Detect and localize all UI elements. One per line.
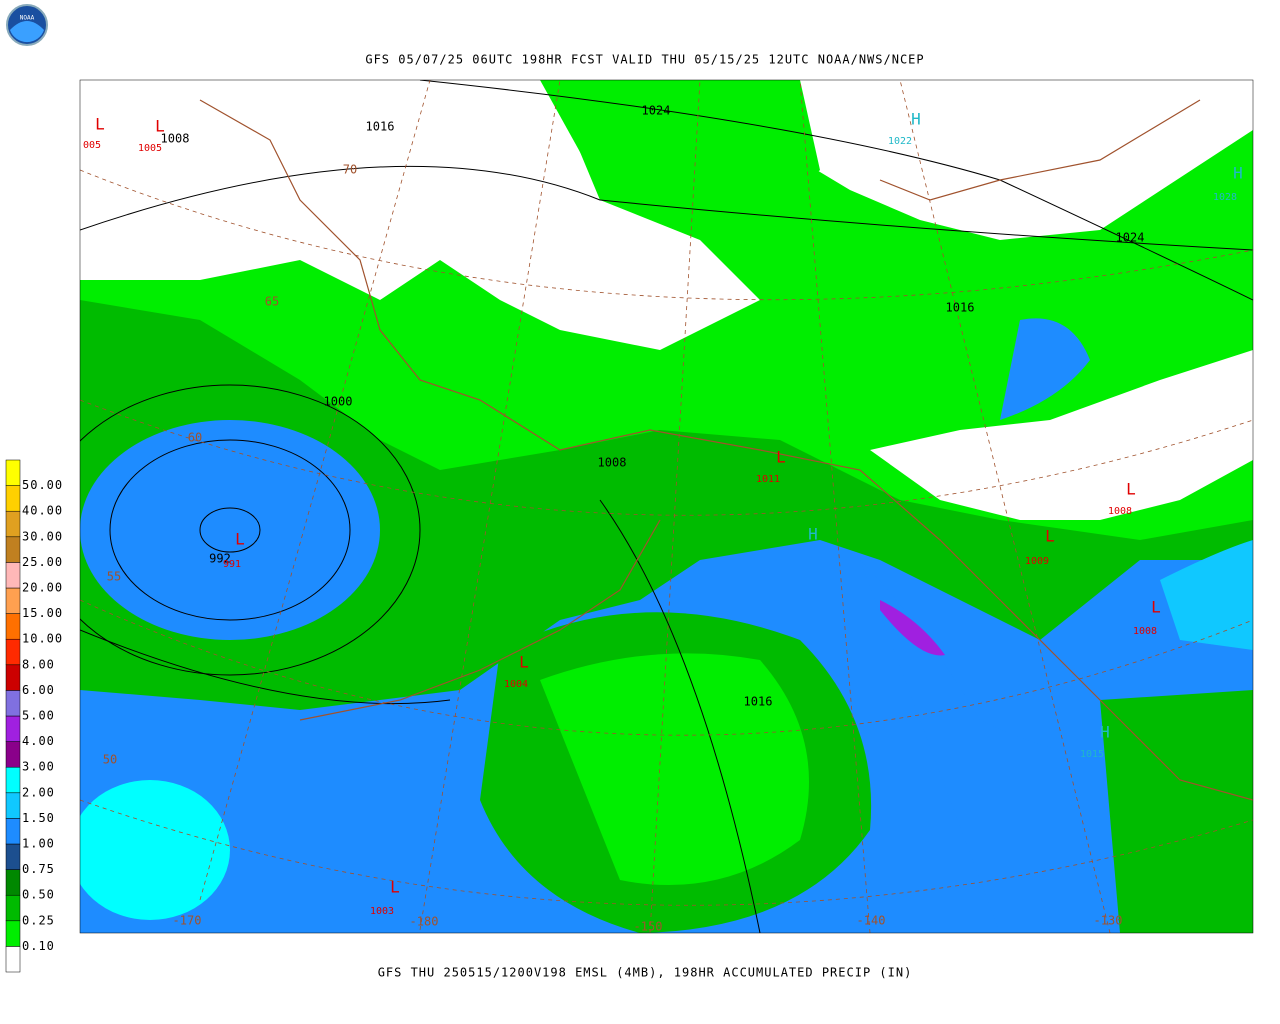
legend-swatch — [5, 766, 21, 794]
map-label: L — [155, 117, 165, 136]
map-label: 1008 — [1108, 506, 1132, 517]
map-label: L — [776, 448, 786, 467]
legend-label: 20.00 — [22, 581, 63, 595]
map-label: 991 — [223, 559, 241, 570]
map-label: 1016 — [366, 120, 395, 134]
legend-label: 15.00 — [22, 606, 63, 620]
legend-label: 0.75 — [22, 862, 55, 876]
legend-swatch — [5, 894, 21, 922]
map-label: H — [1233, 164, 1243, 183]
legend-swatch — [5, 818, 21, 845]
map-label: 50 — [103, 753, 117, 767]
footer: GFS THU 250515/1200V198 EMSL (4MB), 198H… — [378, 966, 913, 980]
map-label: -150 — [634, 920, 663, 934]
legend-label: 1.50 — [22, 811, 55, 825]
legend-swatch — [5, 843, 21, 870]
map-label: 1008 — [1133, 626, 1157, 637]
map-label: 992 — [209, 552, 231, 566]
map-label: L — [1045, 527, 1055, 546]
legend-swatch — [5, 613, 21, 640]
legend-swatch — [5, 510, 21, 538]
legend-label: 10.00 — [22, 632, 63, 646]
map-label: 1024 — [1116, 231, 1145, 245]
legend-label: 0.10 — [22, 939, 55, 953]
map-label: 1011 — [756, 474, 780, 485]
map-label: 1003 — [370, 906, 394, 917]
map-label: 1008 — [598, 456, 627, 470]
legend-swatch — [5, 485, 21, 512]
map-label: L — [1126, 480, 1136, 499]
map-label: -180 — [410, 915, 439, 929]
legend-label: 30.00 — [22, 529, 63, 543]
map-label: L — [390, 878, 400, 897]
legend-swatch — [5, 869, 21, 896]
map-label: 1028 — [1213, 192, 1237, 203]
legend-label: 0.50 — [22, 888, 55, 902]
logo-text: NOAA — [20, 15, 35, 22]
map-label: 1004 — [504, 679, 528, 690]
map-label: 1016 — [744, 695, 773, 709]
map-label: 1000 — [324, 395, 353, 409]
map-label: 65 — [265, 295, 279, 309]
map-label: 1024 — [642, 104, 671, 118]
legend-swatch — [5, 638, 21, 666]
legend-label: 1.00 — [22, 837, 55, 851]
legend-label: 6.00 — [22, 683, 55, 697]
map-label: 1005 — [138, 143, 162, 154]
map-label: 60 — [188, 431, 202, 445]
legend-swatch — [5, 920, 21, 947]
map-label: H — [911, 110, 921, 129]
map-label: L — [235, 530, 245, 549]
map-label: -130 — [1094, 914, 1123, 928]
legend-label: 3.00 — [22, 760, 55, 774]
legend-swatch — [5, 664, 21, 691]
map-label: H — [808, 525, 818, 544]
map-label: 55 — [107, 570, 121, 584]
map-label: -170 — [173, 914, 202, 928]
map-label: 1009 — [1025, 556, 1049, 567]
logo: NOAA — [6, 4, 48, 46]
legend-swatch — [5, 946, 21, 973]
legend-label: 4.00 — [22, 734, 55, 748]
map-label: L — [95, 115, 105, 134]
map-label: -140 — [857, 914, 886, 928]
map-label: L — [519, 653, 529, 672]
map-label: 1022 — [888, 136, 912, 147]
legend-label: 40.00 — [22, 504, 63, 518]
map-label: L — [1151, 598, 1161, 617]
map-label: 005 — [83, 140, 101, 151]
map-label: 70 — [343, 163, 357, 177]
legend-swatch — [5, 792, 21, 819]
legend-swatch — [5, 562, 21, 589]
map-label: 1008 — [161, 132, 190, 146]
legend-swatch — [5, 459, 21, 486]
legend-label: 0.25 — [22, 913, 55, 927]
legend-label: 2.00 — [22, 785, 55, 799]
legend-swatch — [5, 741, 21, 768]
legend-label: 5.00 — [22, 709, 55, 723]
map — [79, 79, 1254, 934]
map-label: H — [1100, 723, 1110, 742]
legend-swatch — [5, 536, 21, 563]
legend-swatch — [5, 715, 21, 742]
legend-label: 8.00 — [22, 657, 55, 671]
legend-swatch — [5, 587, 21, 614]
legend-swatch — [5, 690, 21, 717]
map-label: 1016 — [946, 301, 975, 315]
map-label: 1015 — [1080, 749, 1104, 760]
legend-label: 50.00 — [22, 478, 63, 492]
legend-label: 25.00 — [22, 555, 63, 569]
title: GFS 05/07/25 06UTC 198HR FCST VALID THU … — [365, 53, 924, 67]
